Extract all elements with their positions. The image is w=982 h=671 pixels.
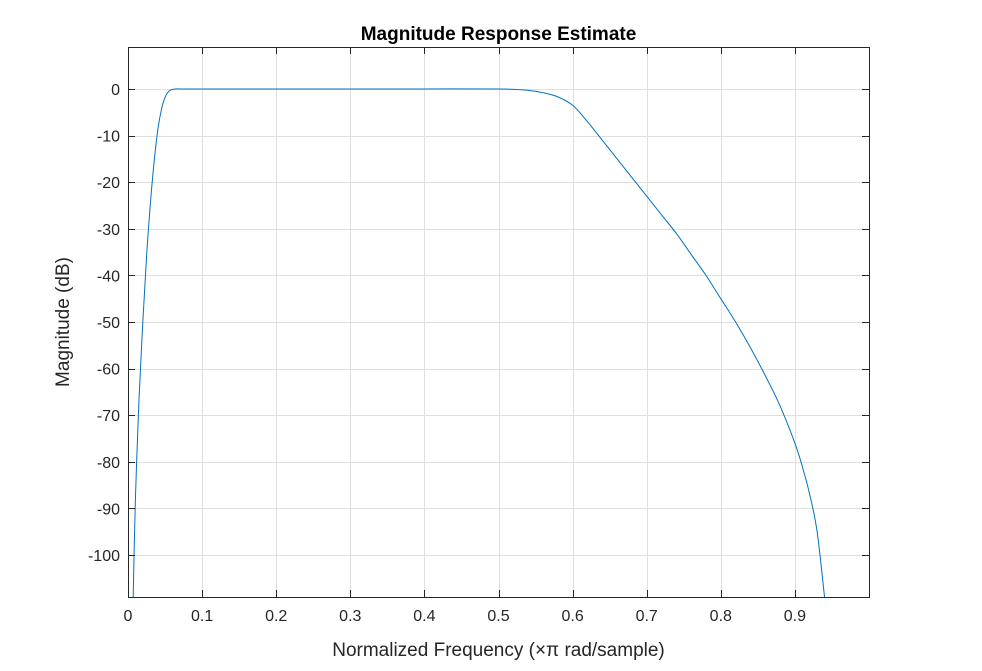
data-layer (132, 88, 826, 597)
tick-labels: 0 0.1 0.2 0.3 0.4 0.5 0.6 0.7 0.8 0.9 0 -10 -20 -30 -4… (88, 82, 806, 625)
y-tick-label: -20 (97, 175, 120, 192)
y-tick-label: -10 (97, 129, 120, 146)
x-tick-label: 0.5 (487, 608, 509, 625)
x-tick-label: 0.9 (784, 608, 806, 625)
x-tick-label: 0.2 (265, 608, 287, 625)
x-tick-label: 0.7 (636, 608, 658, 625)
y-axis-label: Magnitude (dB) (53, 257, 74, 387)
x-tick-label: 0.3 (339, 608, 361, 625)
x-tick-label: 0.1 (191, 608, 213, 625)
y-tick-label: -70 (97, 408, 120, 425)
y-tick-label: -40 (97, 268, 120, 285)
grid-lines (128, 47, 869, 597)
y-tick-label: -90 (97, 501, 120, 518)
y-tick-label: -60 (97, 362, 120, 379)
x-tick-label: 0.6 (561, 608, 583, 625)
magnitude-series-line (132, 88, 826, 597)
y-tick-label: -100 (88, 548, 120, 565)
y-tick-label: 0 (111, 82, 120, 99)
tick-marks (128, 47, 869, 597)
y-tick-label: -30 (97, 222, 120, 239)
y-tick-label: -80 (97, 455, 120, 472)
x-tick-label: 0 (124, 608, 133, 625)
chart-title: Magnitude Response Estimate (361, 24, 637, 45)
x-axis-label: Normalized Frequency (×π rad/sample) (332, 640, 665, 661)
x-tick-label: 0.4 (413, 608, 435, 625)
y-tick-label: -50 (97, 315, 120, 332)
x-tick-label: 0.8 (710, 608, 732, 625)
